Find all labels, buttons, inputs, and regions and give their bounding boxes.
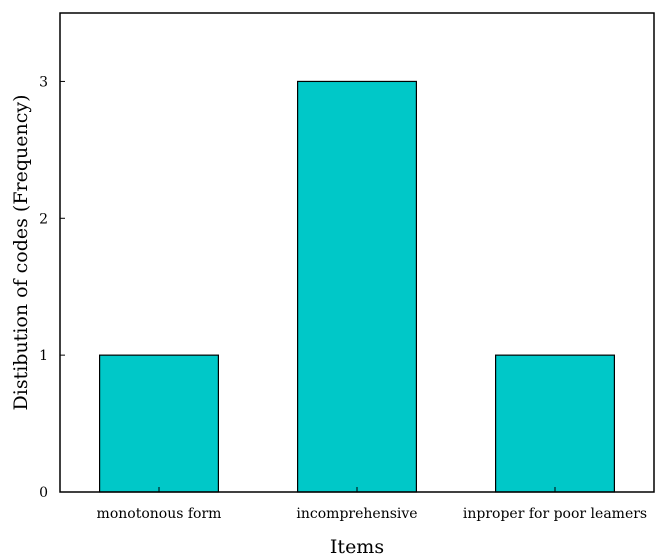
bars-group xyxy=(100,81,615,492)
x-tick-label-2: inproper for poor leamers xyxy=(463,506,647,522)
bar-2 xyxy=(496,355,615,492)
y-tick-label-3: 3 xyxy=(39,74,48,90)
bar-1 xyxy=(298,81,417,492)
x-tick-label-1: incomprehensive xyxy=(296,506,417,522)
y-tick-label-2: 2 xyxy=(39,211,48,227)
y-ticks-group: 0 1 2 3 xyxy=(39,74,65,501)
y-tick-label-0: 0 xyxy=(39,485,48,501)
x-tick-label-0: monotonous form xyxy=(97,506,222,522)
x-axis-title: Items xyxy=(330,536,384,558)
bar-0 xyxy=(100,355,219,492)
y-axis-title: Distibution of codes (Frequency) xyxy=(10,95,32,411)
y-tick-label-1: 1 xyxy=(39,348,48,364)
